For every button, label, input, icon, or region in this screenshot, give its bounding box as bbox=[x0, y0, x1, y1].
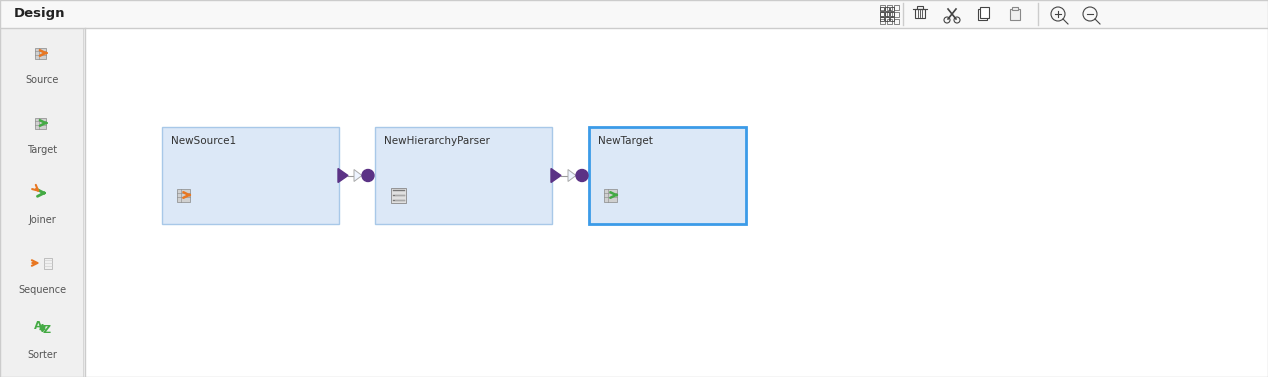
Text: NewSource1: NewSource1 bbox=[171, 136, 236, 146]
Bar bbox=[980, 7, 989, 18]
Polygon shape bbox=[552, 169, 560, 182]
FancyBboxPatch shape bbox=[375, 127, 552, 224]
Bar bbox=[0, 28, 85, 377]
Bar bbox=[36, 118, 46, 129]
Bar bbox=[880, 17, 884, 21]
Bar bbox=[894, 5, 899, 9]
Bar bbox=[890, 7, 894, 11]
Bar bbox=[880, 12, 884, 16]
Bar bbox=[894, 12, 899, 17]
Circle shape bbox=[361, 170, 374, 181]
Circle shape bbox=[576, 170, 588, 181]
Bar bbox=[36, 48, 46, 58]
Text: Sorter: Sorter bbox=[28, 350, 57, 360]
Bar bbox=[0, 0, 1268, 28]
Text: Joiner: Joiner bbox=[29, 215, 56, 225]
Bar bbox=[880, 5, 885, 9]
Text: Z: Z bbox=[42, 325, 51, 335]
FancyBboxPatch shape bbox=[590, 127, 746, 224]
Polygon shape bbox=[339, 169, 347, 182]
Bar bbox=[888, 5, 891, 9]
Bar bbox=[391, 187, 406, 202]
Bar bbox=[1011, 9, 1019, 20]
Bar bbox=[888, 18, 891, 23]
Text: Sequence: Sequence bbox=[19, 285, 66, 295]
Bar bbox=[888, 12, 891, 17]
Bar bbox=[915, 9, 924, 18]
Bar bbox=[885, 17, 889, 21]
Bar bbox=[1012, 7, 1018, 10]
Bar bbox=[880, 7, 884, 11]
FancyBboxPatch shape bbox=[162, 127, 339, 224]
Text: A: A bbox=[34, 321, 43, 331]
Bar bbox=[885, 7, 889, 11]
Bar bbox=[43, 257, 52, 268]
Bar bbox=[890, 17, 894, 21]
Bar bbox=[978, 9, 987, 20]
Text: NewTarget: NewTarget bbox=[598, 136, 653, 146]
Text: Design: Design bbox=[14, 8, 66, 20]
Bar bbox=[880, 12, 885, 17]
Polygon shape bbox=[568, 170, 576, 181]
Bar bbox=[880, 18, 885, 23]
Bar bbox=[894, 18, 899, 23]
Polygon shape bbox=[354, 170, 361, 181]
Text: NewHierarchyParser: NewHierarchyParser bbox=[384, 136, 489, 146]
Text: Source: Source bbox=[25, 75, 60, 85]
Bar bbox=[917, 6, 923, 9]
Text: Target: Target bbox=[28, 145, 57, 155]
Bar bbox=[604, 188, 616, 201]
Bar bbox=[885, 12, 889, 16]
Bar bbox=[176, 188, 189, 201]
Bar bbox=[890, 12, 894, 16]
